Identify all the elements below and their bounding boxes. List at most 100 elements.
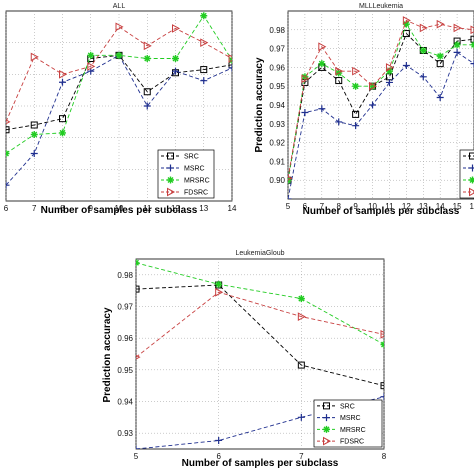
grid <box>135 259 385 449</box>
series-line-fdsrc <box>136 291 384 358</box>
series-line-msrc <box>6 54 232 186</box>
legend-marker <box>469 164 474 172</box>
data-point <box>402 20 410 28</box>
series-line-mrsrc <box>136 262 384 345</box>
data-point <box>369 81 378 91</box>
data-point <box>419 46 427 54</box>
data-point <box>6 119 11 125</box>
legend-marker <box>167 152 174 160</box>
data-point <box>352 66 361 76</box>
x-tick-label: 8 <box>60 204 65 213</box>
x-tick-label: 11 <box>385 202 394 211</box>
data-point <box>30 150 38 157</box>
data-point <box>297 295 305 303</box>
y-tick-label: 0.98 <box>269 26 285 35</box>
data-point <box>59 115 66 123</box>
x-tick-label: 14 <box>436 202 445 211</box>
data-point <box>59 69 68 79</box>
x-tick-label: 6 <box>216 452 221 461</box>
data-point <box>200 38 209 48</box>
data-point <box>335 118 343 126</box>
data-point <box>436 52 444 60</box>
legend-marker <box>469 187 474 197</box>
x-axis-label: Number of samples per subclass <box>182 458 339 469</box>
x-tick-label: 11 <box>143 204 152 213</box>
x-tick-label: 15 <box>453 202 462 211</box>
data-point <box>369 82 377 90</box>
legend-label: MRSRC <box>184 178 210 185</box>
x-tick-label: 7 <box>32 204 37 213</box>
y-tick-label: 0.96 <box>269 63 285 72</box>
data-point <box>402 16 411 25</box>
x-tick-label: 9 <box>353 202 358 211</box>
x-tick-label: 6 <box>303 202 308 211</box>
data-point <box>369 101 377 109</box>
data-point <box>87 62 96 71</box>
legend-label: FDSRC <box>340 439 364 446</box>
x-tick-label: 10 <box>368 202 377 211</box>
data-point <box>87 51 95 59</box>
y-tick-label: 0.95 <box>269 82 285 91</box>
data-point <box>402 62 410 70</box>
series-group <box>288 16 474 199</box>
data-point <box>318 105 326 113</box>
x-tick-label: 14 <box>228 204 237 213</box>
data-point <box>419 23 428 33</box>
data-point <box>297 312 306 321</box>
y-tick-label: 0.92 <box>269 139 285 148</box>
x-tick-label: 10 <box>115 204 124 213</box>
data-point <box>6 181 10 189</box>
x-tick-label: 7 <box>299 452 304 461</box>
data-point <box>436 93 444 101</box>
y-axis-label: Prediction accuracy <box>254 57 265 152</box>
data-point <box>115 51 123 59</box>
data-point <box>453 48 461 56</box>
data-point <box>143 88 151 96</box>
y-tick-label: 0.94 <box>117 398 133 407</box>
data-point <box>318 42 327 52</box>
x-tick-label: 9 <box>89 204 94 213</box>
legend-marker <box>469 176 474 184</box>
chart-title: LeukemiaGloub <box>235 250 284 257</box>
data-point <box>352 82 360 90</box>
x-tick-label: 8 <box>337 202 342 211</box>
data-point <box>172 55 179 62</box>
y-tick-label: 0.93 <box>117 429 133 438</box>
x-tick-label: 13 <box>199 204 208 213</box>
data-point <box>143 102 151 110</box>
y-tick-label: 0.94 <box>269 101 285 110</box>
legend-label: MRSRC <box>340 427 366 434</box>
x-tick-label: 12 <box>171 204 180 213</box>
legend-label: MSRC <box>340 415 361 422</box>
data-point <box>172 67 179 75</box>
data-point <box>380 341 384 348</box>
y-tick-label: 0.97 <box>269 45 285 54</box>
series-line-fdsrc <box>6 26 232 122</box>
data-point <box>436 19 445 29</box>
data-point <box>215 436 223 444</box>
data-point <box>318 60 326 68</box>
data-point <box>385 63 395 72</box>
chart-title: ALL <box>113 3 126 10</box>
data-point <box>380 393 384 401</box>
legend-marker <box>323 436 332 446</box>
data-point <box>200 66 208 74</box>
data-point <box>172 24 181 33</box>
data-point <box>228 61 232 69</box>
legend-label: MSRC <box>184 166 205 173</box>
data-point <box>136 285 140 293</box>
data-point <box>200 77 208 85</box>
data-point <box>470 60 474 68</box>
legend-marker <box>167 164 174 172</box>
legend-label: FDSRC <box>184 190 208 197</box>
x-tick-label: 8 <box>382 452 387 461</box>
data-point <box>59 78 66 86</box>
legend <box>459 149 474 199</box>
data-point <box>380 382 384 390</box>
data-point <box>470 25 474 35</box>
data-point <box>288 175 293 181</box>
legend-marker <box>323 402 330 410</box>
x-tick-label: 6 <box>4 204 9 213</box>
data-point <box>352 110 360 118</box>
